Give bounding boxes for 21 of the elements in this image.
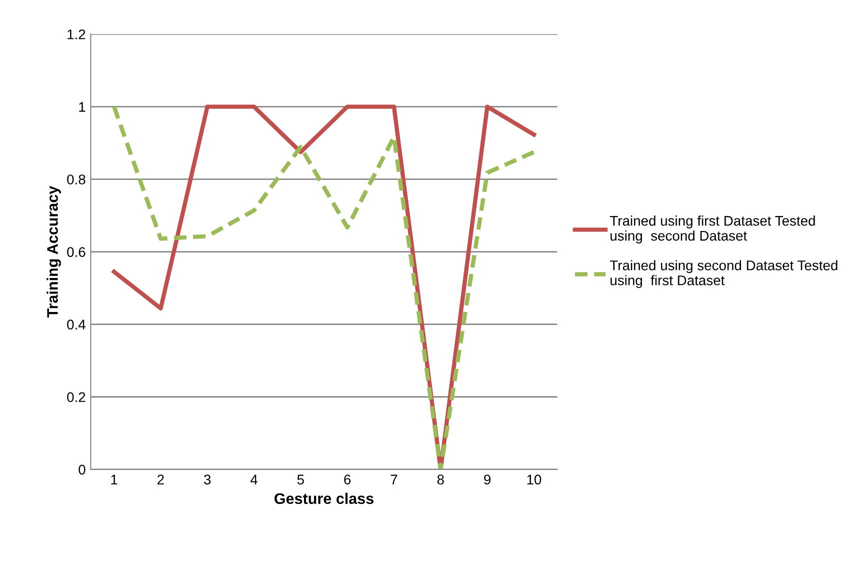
x-tick-label: 9 <box>484 474 490 484</box>
x-axis-title: Gesture class <box>274 492 374 504</box>
x-tick-label: 6 <box>344 474 351 484</box>
y-tick-label: 0.6 <box>67 247 86 257</box>
y-axis-title: Training Accuracy <box>46 186 61 318</box>
legend-label: Trained using second Dataset Tested using first Dataset <box>610 260 838 288</box>
y-tick-label: 1.2 <box>68 29 86 40</box>
y-tick-label: 0.8 <box>67 174 86 184</box>
x-tick-label: 3 <box>204 474 211 484</box>
y-tick-label: 1 <box>79 102 86 112</box>
x-tick-label: 1 <box>111 474 118 484</box>
legend-label: Trained using first Dataset Tested using second Dataset <box>610 216 815 244</box>
x-tick-label: 4 <box>250 474 258 484</box>
x-tick-label: 2 <box>158 474 164 484</box>
y-tick-label: 0 <box>78 464 86 475</box>
x-tick-label: 10 <box>527 474 542 484</box>
x-tick-label: 7 <box>390 474 398 484</box>
x-tick-label: 8 <box>437 474 444 484</box>
y-tick-label: 0.2 <box>67 392 86 402</box>
y-tick-label: 0.4 <box>67 320 86 330</box>
x-tick-label: 5 <box>297 474 304 484</box>
